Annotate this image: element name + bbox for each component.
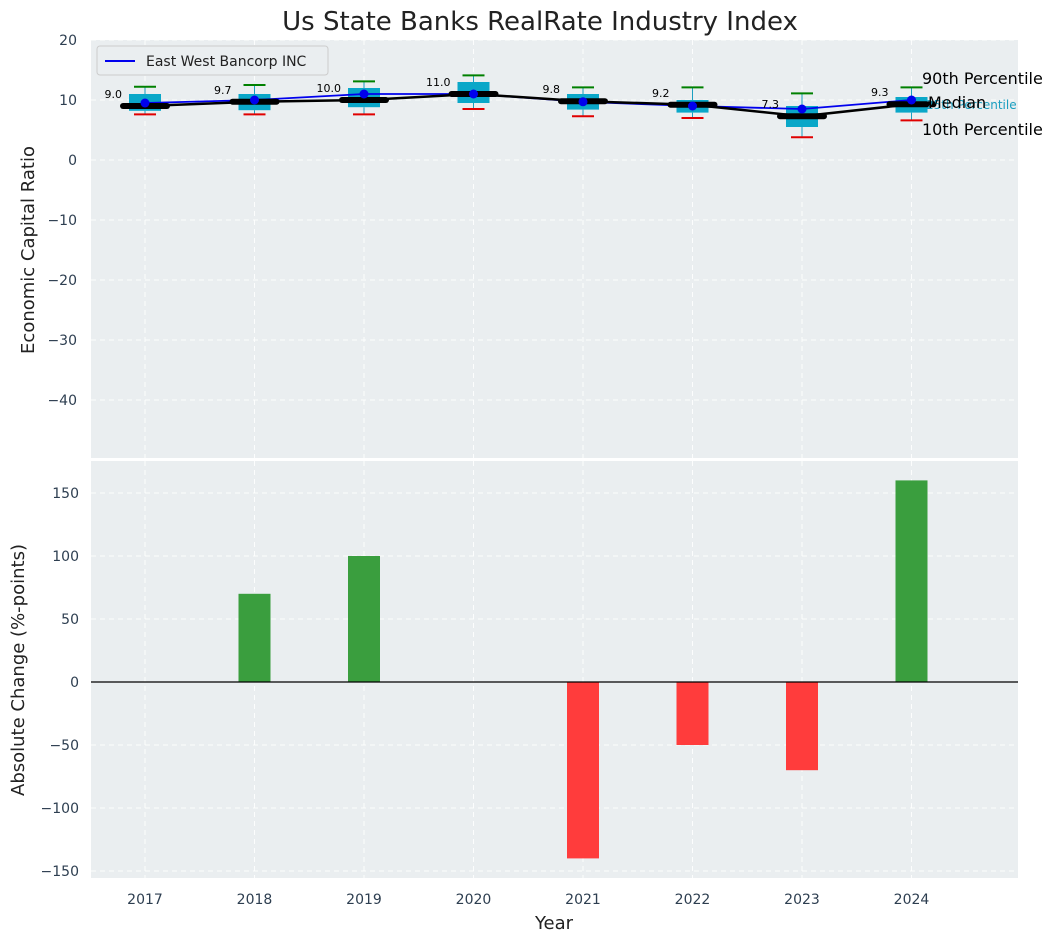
series-point	[469, 89, 478, 99]
bottom-y-tick-label: 150	[52, 486, 79, 502]
bottom-y-axis-title: Absolute Change (%-points)	[8, 544, 29, 796]
top-y-tick-label: −10	[47, 213, 77, 229]
median-value-label: 10.0	[317, 82, 342, 95]
top-y-tick-label: 20	[59, 33, 77, 49]
median-value-label: 9.7	[214, 84, 232, 97]
bottom-y-tick-label: −100	[41, 801, 79, 817]
bottom-plot-area	[91, 461, 1018, 878]
change-bar	[238, 593, 271, 682]
bottom-y-tick-label: 50	[61, 612, 79, 628]
x-axis-title: Year	[534, 913, 574, 934]
change-bar	[567, 682, 599, 859]
bottom-y-tick-label: −150	[41, 864, 79, 880]
change-bar	[676, 682, 709, 745]
series-point	[797, 104, 807, 114]
x-tick-label: 2020	[456, 892, 492, 908]
legend-entry-east-west-bancorp: East West Bancorp INC	[146, 54, 307, 70]
top-y-tick-label: −20	[47, 273, 77, 289]
series-point	[688, 101, 697, 111]
x-tick-label: 2022	[675, 892, 711, 908]
series-point	[907, 95, 916, 105]
annotation-p25: 25th Percentile	[926, 98, 1017, 112]
series-point	[359, 89, 369, 99]
median-value-label: 11.0	[426, 76, 451, 89]
legend-box	[96, 45, 329, 76]
top-y-tick-label: 0	[68, 153, 77, 169]
chart-title: Us State Banks RealRate Industry Index	[282, 7, 798, 37]
annotation-median: Median	[928, 93, 986, 112]
x-tick-label: 2023	[784, 892, 820, 908]
series-point	[140, 98, 150, 108]
median-value-label: 9.2	[652, 87, 670, 100]
annotation-p10: 10th Percentile	[922, 120, 1043, 139]
series-point	[578, 97, 588, 107]
plot-layer: 20100−10−20−30−40150100500−50−100−150201…	[41, 33, 1043, 908]
bottom-y-tick-label: 0	[70, 675, 79, 691]
x-tick-label: 2021	[565, 892, 601, 908]
median-value-label: 9.8	[543, 83, 561, 96]
x-tick-label: 2017	[127, 892, 163, 908]
change-bar	[786, 682, 818, 771]
median-value-label: 9.0	[105, 88, 123, 101]
x-tick-label: 2019	[346, 892, 382, 908]
change-bar	[895, 480, 928, 682]
bottom-y-tick-label: −50	[49, 738, 79, 754]
annotation-p90: 90th Percentile	[922, 69, 1043, 88]
x-tick-label: 2024	[894, 892, 930, 908]
change-bar	[348, 556, 380, 682]
x-tick-label: 2018	[237, 892, 273, 908]
top-y-tick-label: −30	[47, 333, 77, 349]
top-y-axis-title: Economic Capital Ratio	[18, 146, 39, 354]
top-y-tick-label: 10	[59, 93, 77, 109]
top-y-tick-label: −40	[47, 393, 77, 409]
median-value-label: 7.3	[762, 98, 780, 111]
series-point	[250, 95, 259, 105]
bottom-y-tick-label: 100	[52, 549, 79, 565]
median-value-label: 9.3	[871, 86, 889, 99]
